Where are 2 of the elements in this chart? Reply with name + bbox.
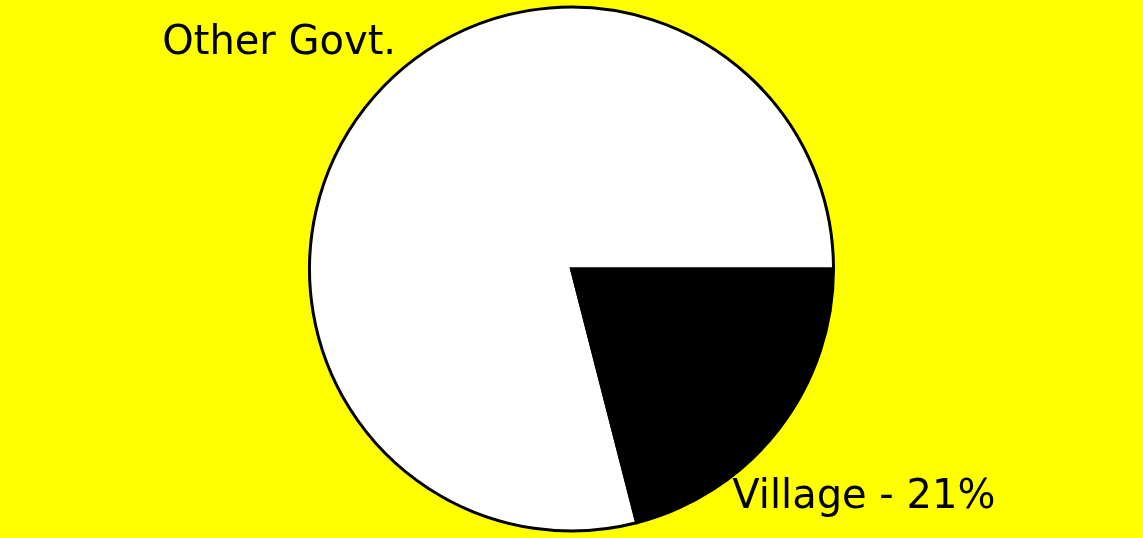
slice-label: Village - 21% <box>732 470 996 517</box>
slice-label: Other Govt. <box>162 17 397 64</box>
